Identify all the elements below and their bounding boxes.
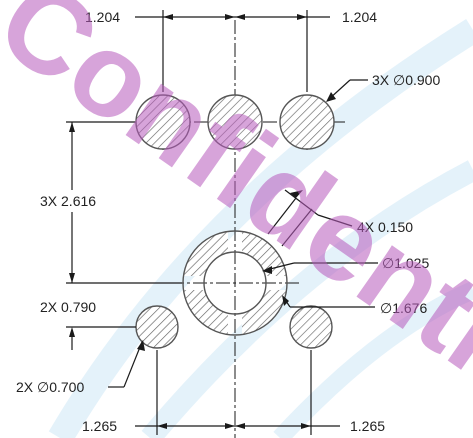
dim-top-right: 1.204 — [342, 9, 377, 25]
hole-lower-right — [289, 305, 333, 349]
dim-lower-offset: 2X 0.790 — [40, 299, 96, 315]
dimension-lines — [66, 10, 378, 435]
dim-ring-gap: 4X 0.150 — [357, 219, 413, 235]
dim-top-left: 1.204 — [85, 9, 120, 25]
dim-inner-dia: ∅1.025 — [382, 255, 429, 271]
dimension-labels: 1.204 1.204 3X ∅0.900 3X 2.616 4X 0.150 … — [16, 6, 440, 434]
dim-hole-callout-top: 3X ∅0.900 — [372, 72, 440, 88]
dim-outer-dia: ∅1.676 — [380, 300, 427, 316]
dim-bottom-right: 1.265 — [350, 418, 385, 434]
dim-vertical-span: 3X 2.616 — [40, 193, 96, 209]
dim-bottom-left: 1.265 — [82, 418, 117, 434]
dim-small-hole: 2X ∅0.700 — [16, 379, 84, 395]
